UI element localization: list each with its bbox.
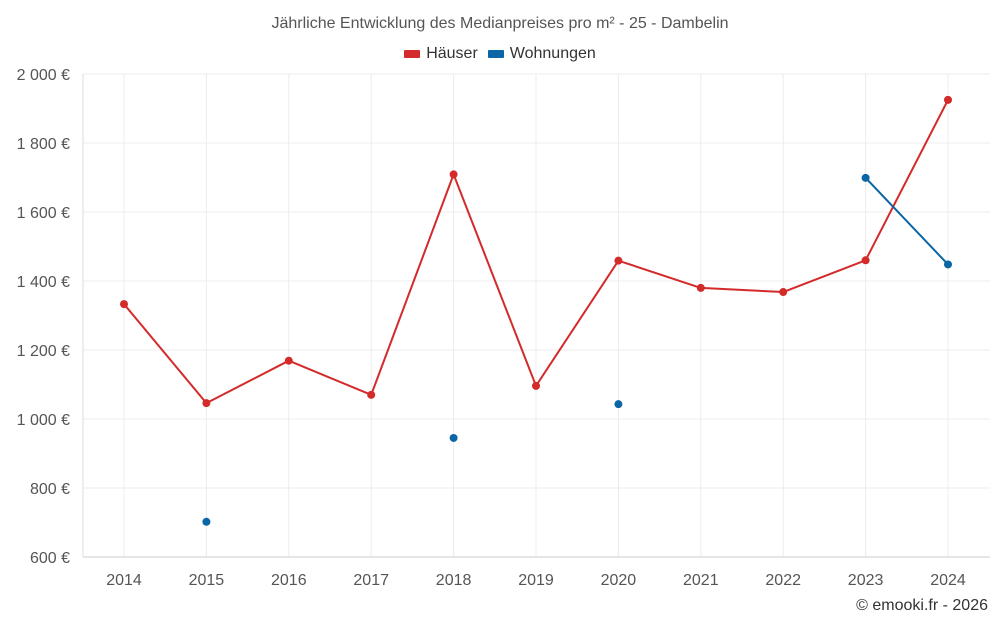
data-point-haeuser — [696, 283, 705, 292]
y-tick-label: 1 800 € — [17, 136, 70, 153]
series-line-haeuser — [535, 259, 620, 387]
x-tick-label: 2024 — [930, 572, 966, 589]
series-line-haeuser — [205, 359, 290, 405]
data-point-haeuser — [944, 95, 952, 104]
legend-swatch-haeuser — [404, 50, 421, 58]
legend-item-wohnungen[interactable]: Wohnungen — [487, 45, 596, 63]
x-tick-label: 2019 — [518, 572, 554, 589]
data-point-haeuser — [861, 256, 870, 265]
legend-label-haeuser: Häuser — [426, 45, 478, 62]
y-tick-label: 1 000 € — [17, 412, 70, 429]
series-line-wohnungen — [864, 176, 949, 266]
x-tick-label: 2014 — [106, 572, 142, 589]
legend: Häuser Wohnungen — [0, 45, 1000, 63]
x-tick-label: 2023 — [848, 572, 884, 589]
series-line-haeuser — [864, 98, 949, 262]
legend-label-wohnungen: Wohnungen — [509, 45, 596, 62]
y-tick-label: 800 € — [30, 481, 70, 498]
series-line-haeuser — [699, 286, 785, 294]
y-tick-label: 1 200 € — [17, 343, 70, 360]
legend-item-haeuser[interactable]: Häuser — [404, 45, 478, 63]
x-tick-label: 2016 — [271, 572, 307, 589]
data-point-haeuser — [614, 256, 623, 265]
series-line-haeuser — [617, 259, 702, 289]
data-point-wohnungen — [614, 400, 623, 409]
data-point-haeuser — [202, 399, 211, 408]
y-tick-label: 600 € — [30, 550, 70, 567]
series-line-haeuser — [782, 259, 867, 294]
data-point-wohnungen — [944, 260, 952, 269]
x-tick-label: 2015 — [189, 572, 225, 589]
series-line-haeuser — [123, 303, 208, 405]
data-point-haeuser — [449, 170, 458, 179]
data-point-haeuser — [367, 390, 376, 399]
x-tick-label: 2017 — [353, 572, 389, 589]
series-line-haeuser — [452, 173, 537, 387]
legend-swatch-wohnungen — [487, 50, 504, 58]
data-point-haeuser — [284, 356, 293, 365]
x-tick-label: 2018 — [436, 572, 472, 589]
data-point-haeuser — [779, 288, 788, 297]
y-tick-label: 1 400 € — [17, 274, 70, 291]
data-point-wohnungen — [449, 433, 458, 442]
y-tick-label: 2 000 € — [17, 67, 70, 84]
series-line-haeuser — [370, 173, 455, 396]
data-point-wohnungen — [861, 173, 870, 182]
data-point-haeuser — [532, 381, 540, 390]
data-point-wohnungen — [202, 517, 211, 526]
y-tick-label: 1 600 € — [17, 205, 70, 222]
data-point-haeuser — [120, 300, 128, 309]
x-tick-label: 2021 — [683, 572, 719, 589]
series-line-haeuser — [287, 359, 373, 396]
credit-text: © emooki.fr - 2026 — [856, 597, 988, 614]
x-tick-label: 2020 — [601, 572, 637, 589]
x-tick-label: 2022 — [765, 572, 801, 589]
chart-title: Jährliche Entwicklung des Medianpreises … — [271, 15, 729, 32]
